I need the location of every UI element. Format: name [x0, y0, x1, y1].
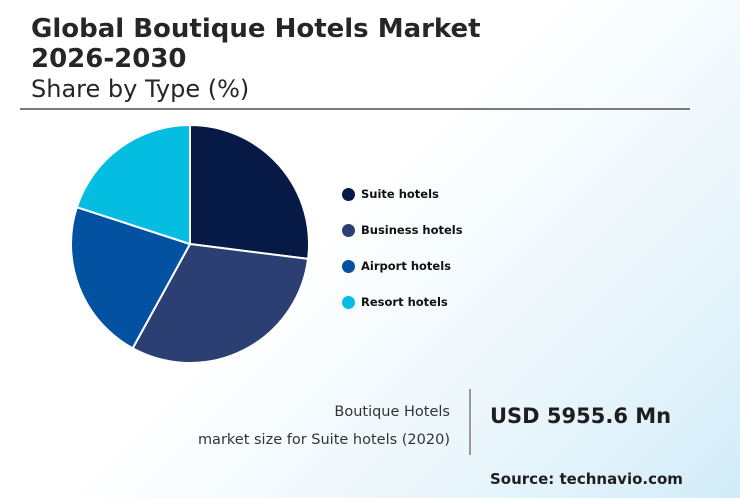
legend-label: Suite hotels: [361, 187, 439, 201]
chart-legend: Suite hotels Business hotels Airport hotel…: [342, 176, 463, 320]
legend-label: Business hotels: [361, 223, 463, 237]
caption-line-2: market size for Suite hotels (2020): [197, 432, 450, 448]
pie-chart: [70, 123, 310, 364]
highlight-divider: [469, 389, 471, 455]
chart-subtitle: Share by Type (%): [31, 75, 250, 103]
legend-label: Resort hotels: [361, 295, 448, 309]
pie-slice-suite-hotels: [189, 123, 310, 261]
legend-label: Airport hotels: [361, 259, 451, 273]
legend-swatch: [342, 295, 355, 309]
pie-slice-airport-hotels: [70, 205, 192, 350]
legend-item: Airport hotels: [342, 248, 463, 284]
legend-item: Business hotels: [342, 212, 463, 248]
legend-swatch: [342, 187, 355, 201]
legend-swatch: [342, 223, 355, 237]
highlight-value: USD 5955.6 Mn: [490, 404, 672, 428]
page-title: Global Boutique Hotels Market 2026-2030: [31, 14, 481, 74]
title-divider: [20, 108, 690, 110]
highlight-caption: Boutique Hotels market size for Suite ho…: [198, 398, 450, 454]
legend-item: Suite hotels: [342, 176, 463, 212]
caption-line-1: Boutique Hotels: [334, 404, 450, 420]
legend-item: Resort hotels: [342, 284, 463, 320]
title-block: Global Boutique Hotels Market 2026-2030 …: [31, 14, 551, 104]
pie-slice-resort-hotels: [75, 123, 191, 246]
pie-slice-business-hotels: [131, 242, 310, 364]
source-credit: Source: technavio.com: [490, 470, 683, 488]
legend-swatch: [342, 259, 355, 273]
